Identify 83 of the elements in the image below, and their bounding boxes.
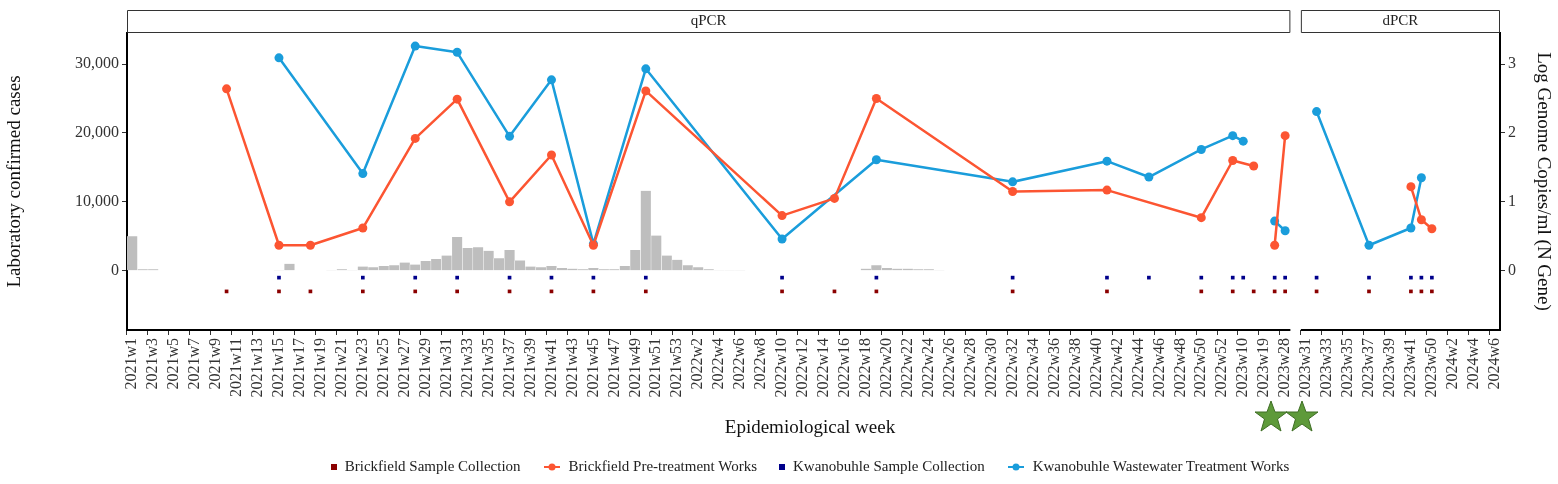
y2-tick-label: 2 [1508,123,1516,141]
y-tick-label: 20,000 [75,123,119,141]
x-tick-label: 2022w6 [730,338,748,390]
x-tick-label: 2021w19 [311,338,329,398]
x-tick-label: 2021w31 [436,338,454,398]
x-tick-label: 2023w10 [1233,338,1251,398]
x-tick-label: 2021w37 [499,338,517,398]
x-tick-label: 2021w5 [164,338,182,390]
x-tick-label: 2022w18 [856,338,874,398]
x-tick-label: 2021w21 [332,338,350,398]
x-tick-label: 2021w13 [248,338,266,398]
x-tick-label: 2022w44 [1128,338,1146,398]
y2-axis-title: Log Genome Copies/ml (N Gene) [1532,52,1555,311]
x-tick-label: 2022w38 [1065,338,1083,398]
x-tick-label: 2022w32 [1002,338,1020,398]
x-tick-label: 2022w48 [1170,338,1188,398]
x-tick-label: 2022w20 [877,338,895,398]
x-tick-label: 2021w47 [604,338,622,398]
x-tick-label: 2024w6 [1484,338,1502,390]
x-axis-title: Epidemiological week [723,416,897,438]
x-tick-label: 2021w45 [583,338,601,398]
x-tick-label: 2021w43 [562,338,580,398]
y2-tick-label: 0 [1508,260,1516,278]
text: dPCR [1382,12,1419,29]
x-tick-label: 2022w52 [1212,338,1230,398]
x-tick-label: 2022w36 [1044,338,1062,398]
x-tick-label: 2021w29 [415,338,433,398]
x-tick-label: 2023w41 [1401,338,1419,398]
x-tick-label: 2023w37 [1359,338,1377,398]
x-tick-label: 2021w53 [667,338,685,398]
x-tick-label: 2022w16 [835,338,853,398]
x-tick-label: 2024w4 [1464,338,1481,390]
x-tick-label: 2021w11 [227,338,245,397]
x-tick-label: 2022w8 [751,338,769,390]
x-tick-label: 2024w2 [1443,338,1461,390]
x-tick-label: 2022w40 [1086,338,1104,398]
x-tick-label: 2021w39 [520,338,538,398]
x-tick-label: 2023w33 [1317,338,1335,398]
y-tick-label: 10,000 [75,192,119,210]
x-tick-label: 2022w2 [688,338,706,390]
x-tick-label: 2023w50 [1422,338,1440,398]
x-tick-label: 2022w14 [814,338,832,398]
legend-label: Kwanobuhle Sample Collection [793,458,985,475]
x-tick-label: 2021w49 [625,338,643,398]
x-tick-label: 2023w31 [1296,338,1314,398]
x-tick-label: 2023w39 [1380,338,1398,398]
x-tick-label: 2022w28 [960,338,978,398]
x-tick-label: 2022w50 [1191,338,1209,398]
x-tick-label: 2021w35 [478,338,496,398]
x-tick-label: 2021w9 [206,338,224,390]
x-tick-label: 2021w41 [541,338,559,398]
x-tick-label: 2022w30 [981,338,999,398]
x-tick-label: 2021w17 [290,338,308,398]
y-tick-label: 0 [111,260,119,278]
x-tick-label: 2021w7 [185,338,203,390]
legend-label: Brickfield Pre-treatment Works [568,458,758,475]
x-tick-label: 2022w4 [709,338,727,390]
y-axis-title: Laboratory confirmed cases [3,75,25,288]
x-tick-label: 2021w51 [646,338,664,398]
x-tick-label: 2021w23 [353,338,371,398]
x-tick-label: 2022w10 [772,338,790,398]
x-tick-label: 2022w42 [1107,338,1125,398]
y-tick-label: 30,000 [75,54,119,72]
x-tick-label: 2023w35 [1338,338,1356,398]
legend-label: Brickfield Sample Collection [344,458,521,475]
legend-label: Kwanobuhle Wastewater Treatment Works [1032,458,1290,475]
x-tick-label: 2021w1 [122,338,140,390]
text: qPCR [690,12,727,29]
x-tick-label: 2021w33 [457,338,475,398]
x-tick-label: 2021w25 [373,338,391,398]
x-tick-label: 2021w15 [269,338,287,398]
x-tick-label: 2022w24 [918,338,936,398]
x-tick-label: 2023w28 [1275,338,1293,398]
x-tick-label: 2022w12 [793,338,811,398]
x-tick-label: 2022w34 [1023,338,1041,398]
x-tick-label: 2021w27 [394,338,412,398]
x-tick-label: 2023w19 [1254,338,1272,398]
x-tick-label: 2022w22 [898,338,916,398]
y2-tick-label: 1 [1508,192,1516,210]
x-tick-label: 2022w26 [939,338,957,398]
y2-tick-label: 3 [1508,54,1516,72]
x-tick-label: 2021w3 [143,338,161,390]
x-tick-label: 2022w46 [1149,338,1167,398]
